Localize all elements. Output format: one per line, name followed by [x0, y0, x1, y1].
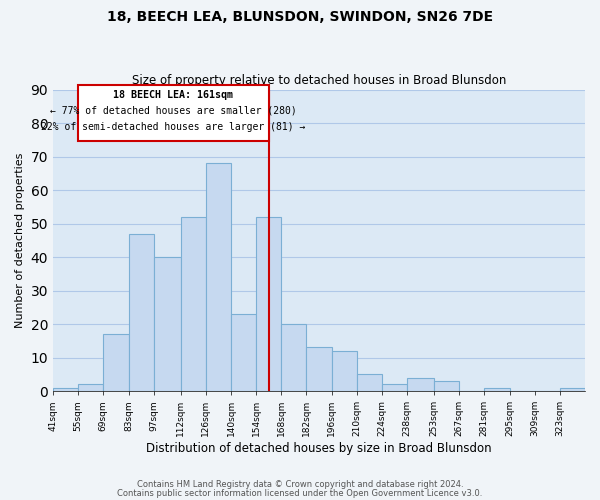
Bar	[103, 334, 128, 391]
Bar	[128, 234, 154, 391]
Title: Size of property relative to detached houses in Broad Blunsdon: Size of property relative to detached ho…	[132, 74, 506, 87]
Bar	[382, 384, 407, 391]
Bar	[206, 164, 231, 391]
Bar	[78, 384, 103, 391]
Bar	[154, 257, 181, 391]
Bar	[407, 378, 434, 391]
Y-axis label: Number of detached properties: Number of detached properties	[15, 152, 25, 328]
Text: Contains public sector information licensed under the Open Government Licence v3: Contains public sector information licen…	[118, 489, 482, 498]
Text: Contains HM Land Registry data © Crown copyright and database right 2024.: Contains HM Land Registry data © Crown c…	[137, 480, 463, 489]
Bar	[434, 381, 459, 391]
Bar	[307, 348, 332, 391]
Bar	[281, 324, 307, 391]
Bar	[53, 388, 78, 391]
Bar	[256, 217, 281, 391]
Bar	[560, 388, 585, 391]
FancyBboxPatch shape	[78, 84, 269, 141]
Bar	[231, 314, 256, 391]
Bar	[357, 374, 382, 391]
Text: 18, BEECH LEA, BLUNSDON, SWINDON, SN26 7DE: 18, BEECH LEA, BLUNSDON, SWINDON, SN26 7…	[107, 10, 493, 24]
Bar	[181, 217, 206, 391]
X-axis label: Distribution of detached houses by size in Broad Blunsdon: Distribution of detached houses by size …	[146, 442, 492, 455]
Text: 22% of semi-detached houses are larger (81) →: 22% of semi-detached houses are larger (…	[41, 122, 305, 132]
Bar	[484, 388, 509, 391]
Text: ← 77% of detached houses are smaller (280): ← 77% of detached houses are smaller (28…	[50, 106, 297, 116]
Text: 18 BEECH LEA: 161sqm: 18 BEECH LEA: 161sqm	[113, 90, 233, 100]
Bar	[332, 351, 357, 391]
